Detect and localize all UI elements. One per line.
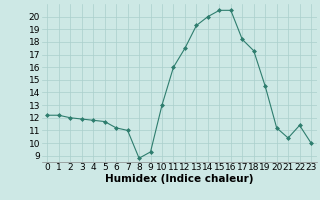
X-axis label: Humidex (Indice chaleur): Humidex (Indice chaleur): [105, 174, 253, 184]
